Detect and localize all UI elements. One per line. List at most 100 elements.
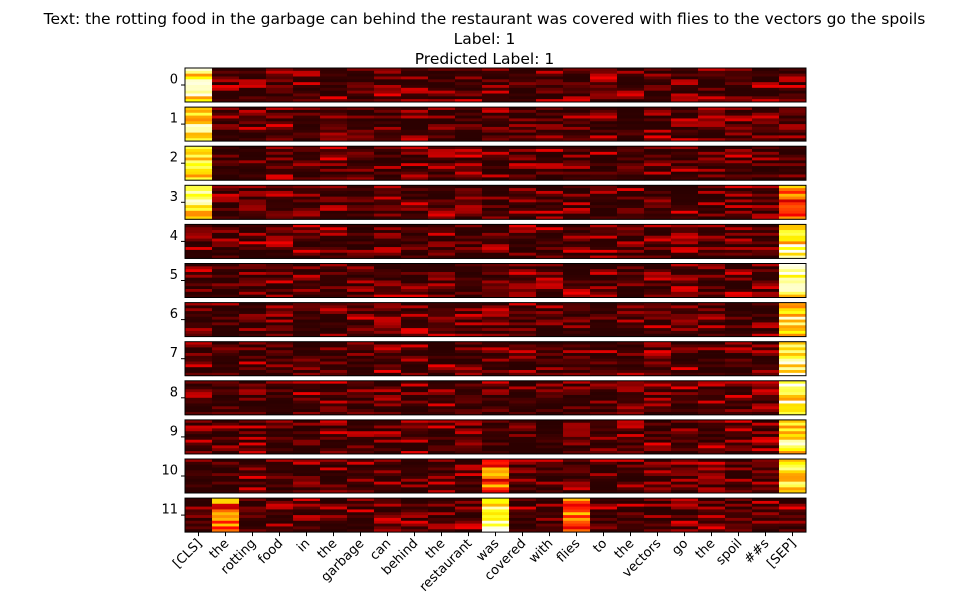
heatmap-cell — [590, 476, 618, 480]
heatmap-cell — [428, 216, 456, 220]
heatmap-cell — [347, 302, 375, 306]
heatmap-cell — [428, 283, 456, 287]
heatmap-cell — [266, 333, 294, 337]
heatmap-cell — [671, 124, 699, 128]
heatmap-cell — [752, 451, 780, 455]
heatmap-cell — [293, 166, 321, 170]
heatmap-cell — [509, 188, 537, 192]
heatmap-cell — [239, 509, 267, 513]
heatmap-cell — [212, 160, 240, 164]
heatmap-cell — [536, 124, 564, 128]
heatmap-cell — [563, 515, 591, 519]
heatmap-cell — [185, 380, 213, 385]
heatmap-cell — [779, 274, 807, 279]
heatmap-cell — [698, 126, 726, 131]
heatmap-cell — [698, 277, 726, 281]
heatmap-cell — [725, 389, 753, 393]
heatmap-cell — [185, 355, 213, 360]
heatmap-cell — [482, 341, 510, 345]
heatmap-cell — [482, 199, 510, 203]
heatmap-cell — [212, 109, 240, 114]
heatmap-cell — [293, 451, 321, 455]
heatmap-cell — [374, 190, 402, 195]
heatmap-cell — [725, 235, 753, 239]
heatmap-cell — [185, 109, 213, 114]
heatmap-cell — [428, 294, 456, 298]
heatmap-cell — [617, 500, 645, 505]
heatmap-cell — [563, 400, 591, 404]
heatmap-cell — [590, 372, 618, 377]
heatmap-cell — [428, 448, 456, 452]
heatmap-cell — [347, 422, 375, 426]
layer-10-panel — [184, 458, 807, 494]
heatmap-cell — [752, 526, 780, 530]
heatmap-cell — [752, 302, 780, 306]
heatmap-cell — [212, 291, 240, 296]
heatmap-cell — [374, 305, 402, 309]
heatmap-cell — [698, 436, 726, 441]
heatmap-cell — [536, 445, 564, 449]
heatmap-cell — [347, 389, 375, 393]
heatmap-cell — [752, 126, 780, 131]
heatmap-cell — [455, 149, 483, 153]
heatmap-cell — [401, 451, 429, 455]
heatmap-cell — [590, 481, 618, 485]
heatmap-cell — [671, 442, 699, 446]
heatmap-cell — [266, 367, 294, 371]
heatmap-cell — [644, 96, 672, 100]
heatmap-cell — [752, 313, 780, 318]
heatmap-cell — [428, 244, 456, 248]
heatmap-cell — [563, 87, 591, 92]
heatmap-cell — [374, 350, 402, 354]
heatmap-cell — [482, 210, 510, 215]
heatmap-cell — [185, 422, 213, 426]
heatmap-cell — [401, 115, 429, 119]
heatmap-cell — [644, 68, 672, 72]
heatmap-cell — [320, 272, 348, 276]
heatmap-cell — [644, 252, 672, 256]
heatmap-cell — [239, 255, 267, 259]
heatmap-cell — [644, 177, 672, 181]
heatmap-cell — [212, 364, 240, 368]
heatmap-cell — [212, 138, 240, 142]
heatmap-cell — [509, 487, 537, 491]
heatmap-cell — [266, 347, 294, 351]
heatmap-cell — [509, 90, 537, 94]
heatmap-cell — [779, 400, 807, 404]
heatmap-cell — [455, 107, 483, 111]
heatmap-cell — [293, 487, 321, 491]
heatmap-cell — [428, 129, 456, 133]
heatmap-cell — [239, 277, 267, 281]
heatmap-cell — [482, 361, 510, 365]
heatmap-cell — [536, 481, 564, 485]
heatmap-cell — [725, 280, 753, 284]
heatmap-cell — [752, 367, 780, 371]
heatmap-cell — [644, 526, 672, 530]
heatmap-cell — [266, 428, 294, 432]
heatmap-cell — [644, 154, 672, 158]
heatmap-cell — [401, 322, 429, 326]
heatmap-cell — [590, 364, 618, 368]
heatmap-cell — [590, 419, 618, 424]
heatmap-cell — [239, 350, 267, 354]
heatmap-cell — [347, 361, 375, 365]
heatmap-cell — [563, 96, 591, 100]
heatmap-cell — [509, 154, 537, 158]
heatmap-cell — [455, 224, 483, 228]
heatmap-cell — [293, 347, 321, 351]
heatmap-cell — [617, 174, 645, 178]
heatmap-cell — [212, 305, 240, 309]
heatmap-cell — [239, 138, 267, 142]
heatmap-cell — [590, 274, 618, 279]
heatmap-cell — [266, 397, 294, 402]
heatmap-cell — [401, 484, 429, 488]
heatmap-cell — [671, 526, 699, 530]
heatmap-cell — [428, 302, 456, 306]
heatmap-cell — [347, 115, 375, 119]
heatmap-cell — [293, 87, 321, 92]
heatmap-cell — [347, 484, 375, 488]
heatmap-cell — [536, 96, 564, 100]
heatmap-cell — [590, 107, 618, 111]
heatmap-cell — [293, 112, 321, 116]
heatmap-cell — [347, 129, 375, 133]
